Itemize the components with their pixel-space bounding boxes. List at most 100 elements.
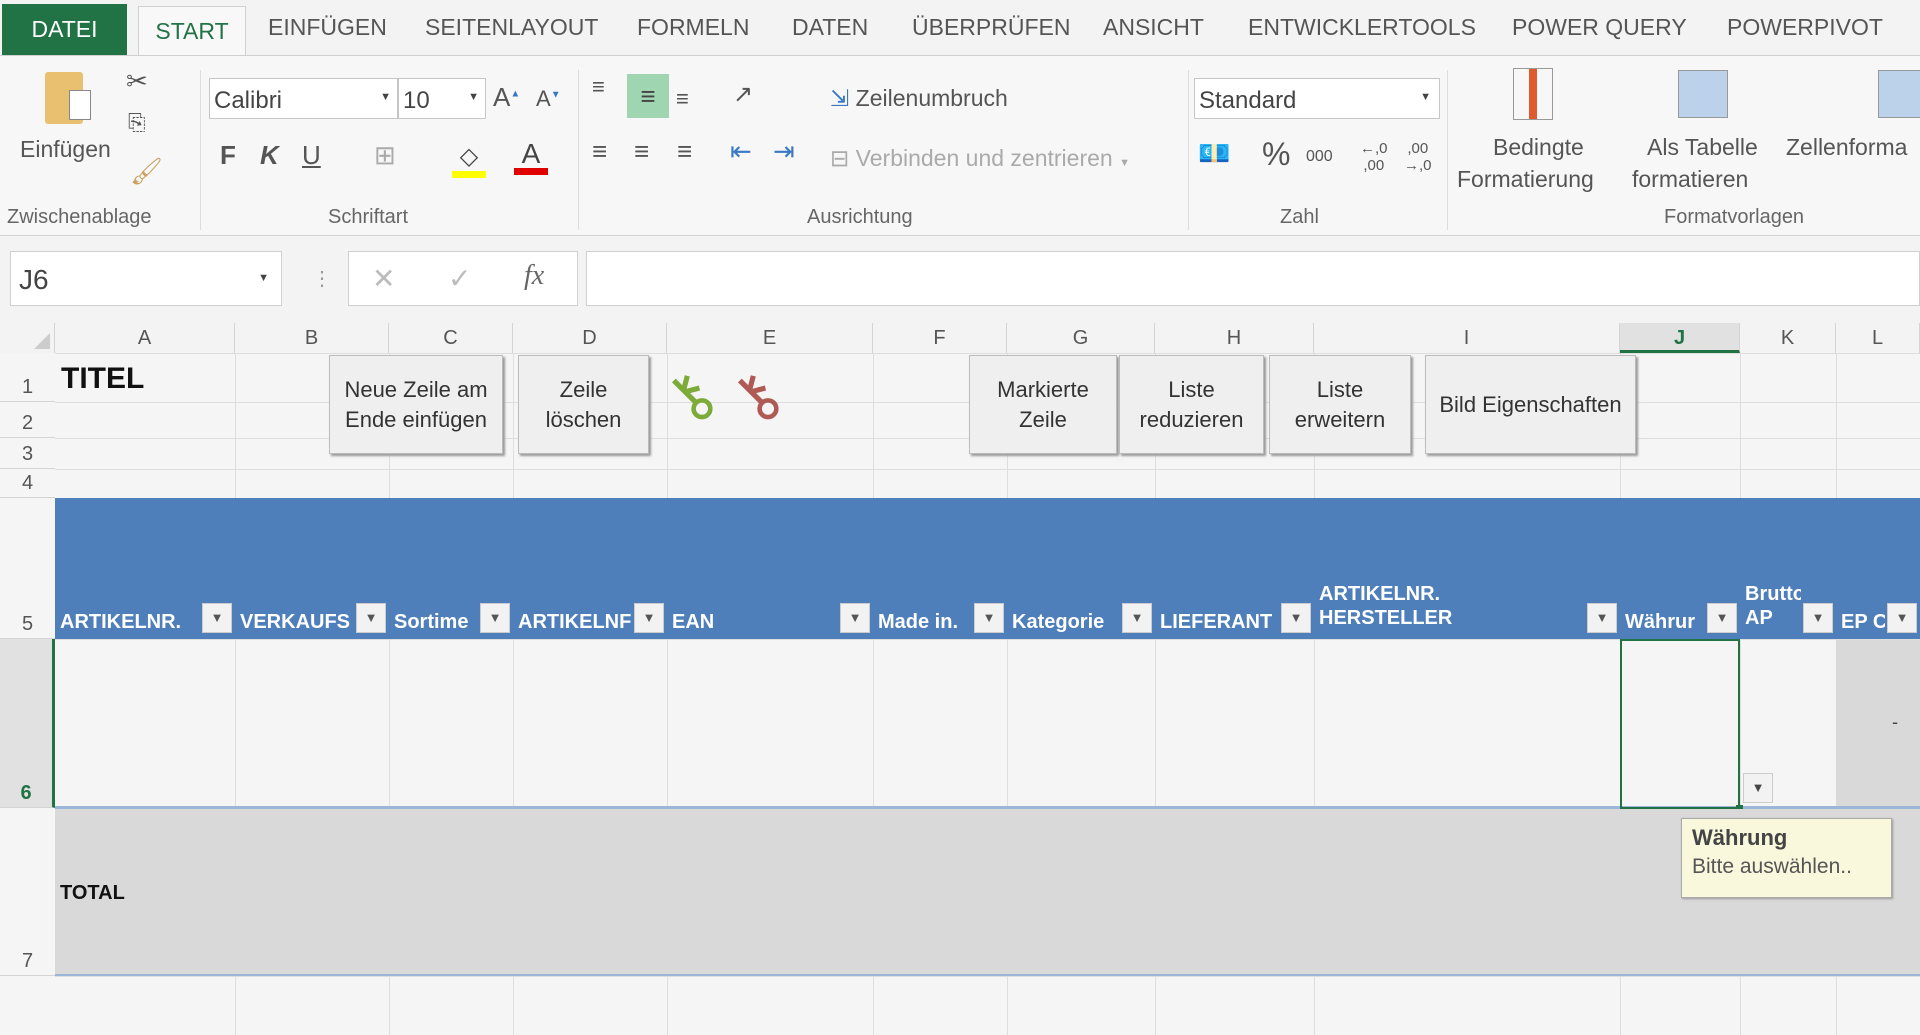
paint-bucket-icon: ◇ (459, 143, 479, 170)
filter-button-J[interactable]: ▼ (1707, 603, 1737, 633)
filter-button-E[interactable]: ▼ (840, 603, 870, 633)
enter-icon[interactable]: ✓ (448, 263, 472, 294)
expand-list-button[interactable]: Liste erweitern (1269, 355, 1411, 454)
gridline (389, 353, 390, 1035)
cancel-icon[interactable]: ✕ (372, 263, 396, 294)
decrease-decimal-icon[interactable]: ,00 →,0 (1404, 140, 1432, 174)
insert-function-icon[interactable]: fx (524, 260, 545, 291)
button-label: Zeile löschen (545, 376, 622, 432)
row-header-2[interactable]: 2 (0, 402, 55, 438)
format-painter-icon[interactable]: 🖌 (130, 156, 164, 186)
filter-button-A[interactable]: ▼ (202, 603, 232, 633)
wrap-text-button[interactable]: ⇲ Zeilenumbruch (830, 85, 1008, 112)
fill-color-swatch (452, 171, 486, 178)
file-tab[interactable]: DATEI (2, 4, 127, 55)
column-header-L[interactable]: L (1836, 323, 1920, 353)
column-header-D[interactable]: D (513, 323, 667, 353)
tab-entwicklertools[interactable]: ENTWICKLERTOOLS (1248, 14, 1476, 40)
grow-font-icon[interactable]: A▲ (493, 82, 521, 112)
active-cell-J6[interactable] (1620, 639, 1740, 809)
tab-powerpivot[interactable]: POWERPIVOT (1727, 14, 1883, 40)
button-label: Bild Eigenschaften (1439, 391, 1622, 417)
formula-input[interactable] (586, 251, 1920, 306)
increase-decimal-icon[interactable]: ←,0,00 (1360, 140, 1388, 174)
name-box[interactable]: J6 ▼ (10, 251, 282, 306)
row-header-5[interactable]: 5 (0, 498, 55, 639)
increase-indent-icon[interactable]: ⇥ (773, 136, 795, 166)
validation-dropdown-button[interactable]: ▼ (1743, 773, 1773, 803)
column-header-B[interactable]: B (235, 323, 389, 353)
column-header-G[interactable]: G (1007, 323, 1155, 353)
column-header-H[interactable]: H (1155, 323, 1314, 353)
row-header-4[interactable]: 4 (0, 469, 55, 498)
header-cell-H: LIEFERANT (1160, 611, 1273, 633)
cut-icon[interactable]: ✂ (126, 66, 148, 96)
header-cell-A: ARTIKELNR. (60, 611, 182, 633)
tab-seitenlayout[interactable]: SEITENLAYOUT (425, 14, 599, 40)
align-left-icon[interactable]: ≡ (592, 136, 608, 166)
fill-color-button[interactable]: ◇ (452, 142, 486, 178)
currency-icon[interactable]: 💶 (1198, 138, 1231, 168)
select-all-button[interactable] (0, 323, 55, 353)
paste-button[interactable]: Einfügen (15, 68, 125, 188)
marked-row-button[interactable]: Markierte Zeile (969, 355, 1117, 454)
image-properties-button[interactable]: Bild Eigenschaften (1425, 355, 1636, 454)
column-header-F[interactable]: F (873, 323, 1007, 353)
filter-button-I[interactable]: ▼ (1587, 603, 1617, 633)
conditional-formatting-button[interactable]: Bedingte Formatierung (1455, 64, 1630, 199)
format-as-table-button[interactable]: Als Tabelle formatieren (1632, 64, 1782, 199)
align-top-icon[interactable]: ≡ (592, 74, 605, 99)
tab-power-query[interactable]: POWER QUERY (1512, 14, 1687, 40)
italic-button[interactable]: K (260, 140, 279, 170)
font-color-button[interactable]: A (514, 140, 548, 176)
filter-button-B[interactable]: ▼ (356, 603, 386, 633)
filter-button-D[interactable]: ▼ (634, 603, 664, 633)
font-name-select[interactable]: Calibri ▼ (209, 78, 398, 119)
tab-start[interactable]: START (138, 6, 246, 56)
decrease-indent-icon[interactable]: ⇤ (730, 136, 752, 166)
underline-button[interactable]: U (302, 140, 321, 170)
column-header-J[interactable]: J (1620, 323, 1740, 353)
tab-ueberpruefen[interactable]: ÜBERPRÜFEN (912, 14, 1071, 40)
filter-button-K[interactable]: ▼ (1803, 603, 1833, 633)
align-center-icon[interactable]: ≡ (634, 136, 650, 166)
filter-button-C[interactable]: ▼ (480, 603, 510, 633)
reduce-list-button[interactable]: Liste reduzieren (1119, 355, 1264, 454)
copy-icon[interactable]: ⎘ (128, 110, 146, 135)
shrink-font-icon[interactable]: A▼ (536, 86, 561, 111)
orientation-icon[interactable]: ↗ (733, 81, 754, 108)
tab-daten[interactable]: DATEN (792, 14, 869, 40)
row-header-1[interactable]: 1 (0, 353, 55, 402)
row-header-3[interactable]: 3 (0, 438, 55, 469)
percent-button[interactable]: % (1262, 136, 1291, 172)
align-middle-icon[interactable]: ≡ (627, 74, 669, 118)
add-row-button[interactable]: Neue Zeile am Ende einfügen (329, 355, 503, 454)
column-header-C[interactable]: C (389, 323, 513, 353)
tab-formeln[interactable]: FORMELN (637, 14, 750, 40)
column-header-A[interactable]: A (55, 323, 235, 353)
filter-button-G[interactable]: ▼ (1122, 603, 1152, 633)
align-right-icon[interactable]: ≡ (677, 136, 693, 166)
borders-icon[interactable]: ⊞ (374, 140, 396, 170)
align-bottom-icon[interactable]: ≡ (676, 86, 689, 111)
font-size-select[interactable]: 10 ▼ (398, 78, 486, 119)
merge-center-button[interactable]: ⊟ Verbinden und zentrieren ▼ (830, 145, 1130, 172)
bold-button[interactable]: F (220, 140, 236, 170)
cell-styles-button[interactable]: Zellenforma (1786, 64, 1920, 199)
fill-handle[interactable] (1736, 805, 1743, 812)
column-header-K[interactable]: K (1740, 323, 1836, 353)
column-header-I[interactable]: I (1314, 323, 1620, 353)
filter-button-L[interactable]: ▼ (1887, 603, 1917, 633)
tab-einfuegen[interactable]: EINFÜGEN (268, 14, 387, 40)
filter-button-F[interactable]: ▼ (974, 603, 1004, 633)
thousands-button[interactable]: 000 (1306, 148, 1333, 165)
column-header-E[interactable]: E (667, 323, 873, 353)
row-header-6[interactable]: 6 (0, 639, 55, 808)
filter-button-H[interactable]: ▼ (1281, 603, 1311, 633)
cell-L6[interactable] (1836, 640, 1920, 808)
paste-label: Einfügen (20, 136, 111, 162)
tab-ansicht[interactable]: ANSICHT (1103, 14, 1204, 40)
row-header-7[interactable]: 7 (0, 808, 55, 976)
delete-row-button[interactable]: Zeile löschen (518, 355, 649, 454)
number-format-select[interactable]: Standard ▼ (1194, 78, 1440, 119)
